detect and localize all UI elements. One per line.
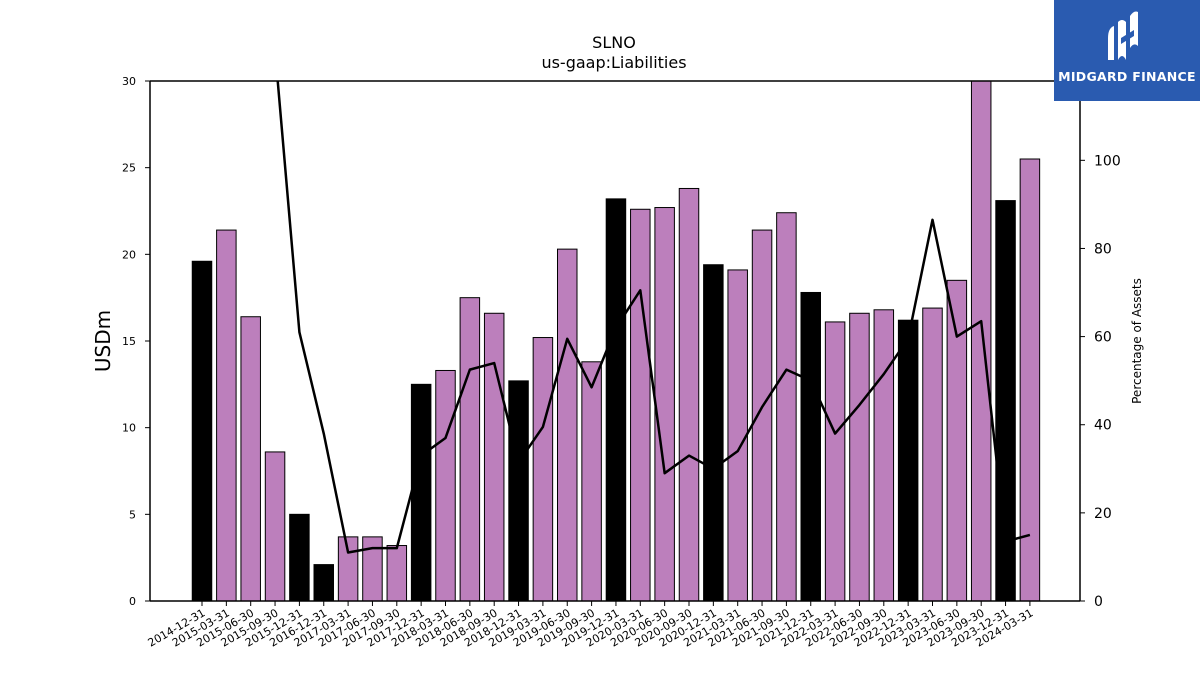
y-right-tick-label: 20 [1094, 506, 1112, 522]
y-tick-label: 5 [129, 508, 136, 521]
y-right-tick-label: 40 [1094, 418, 1112, 434]
bar [703, 264, 724, 601]
bar [751, 229, 773, 601]
bar [410, 383, 432, 601]
bar [873, 309, 895, 601]
y-tick-label: 20 [122, 248, 136, 261]
bar [532, 337, 554, 601]
bar [386, 545, 408, 601]
bars [191, 81, 1041, 601]
bar [922, 307, 943, 601]
y-tick-label: 0 [129, 595, 136, 608]
bar [264, 451, 286, 601]
chart-subtitle: us-gaap:Liabilities [541, 53, 686, 72]
y-tick-label: 15 [122, 335, 136, 348]
bar [946, 279, 968, 601]
brand-logo: MIDGARD FINANCE [1054, 0, 1200, 101]
y-right-tick-label: 80 [1094, 241, 1112, 257]
y-tick-label: 30 [122, 75, 136, 88]
y-axis-right-label: Percentage of Assets [1130, 278, 1144, 404]
chart-title: SLNO [592, 33, 636, 52]
y-right-tick-label: 100 [1094, 153, 1121, 169]
bar [191, 260, 213, 601]
bar [800, 291, 821, 601]
bar [581, 361, 602, 601]
y-axis-label: USDm [91, 310, 115, 372]
bar [508, 380, 529, 601]
bar [483, 312, 505, 601]
bar [678, 187, 700, 601]
bar [459, 297, 481, 601]
bar [1019, 158, 1041, 601]
y-right-tick-label: 60 [1094, 330, 1112, 346]
bar [362, 536, 383, 601]
brand-name: MIDGARD FINANCE [1058, 69, 1196, 84]
midgard-logo-icon [1108, 11, 1138, 60]
bar [240, 316, 261, 601]
bar [289, 513, 310, 601]
bar [824, 321, 846, 601]
ratio-line [276, 81, 1031, 554]
bar [557, 248, 578, 601]
bar [897, 319, 919, 601]
bar [605, 198, 627, 601]
y-right-tick-label: 0 [1094, 594, 1103, 610]
bar [654, 207, 675, 601]
bar [630, 208, 651, 601]
axes: 0510152025300204060801002014-12-312015-0… [122, 75, 1121, 650]
y-tick-label: 10 [122, 422, 136, 435]
bar [849, 312, 870, 601]
bar [435, 369, 456, 601]
bar [216, 229, 237, 601]
y-tick-label: 25 [122, 162, 136, 175]
bar [776, 212, 797, 601]
bar [313, 564, 334, 601]
bar [970, 81, 992, 601]
bar [727, 269, 748, 601]
ratio-line-layer [276, 81, 1031, 554]
